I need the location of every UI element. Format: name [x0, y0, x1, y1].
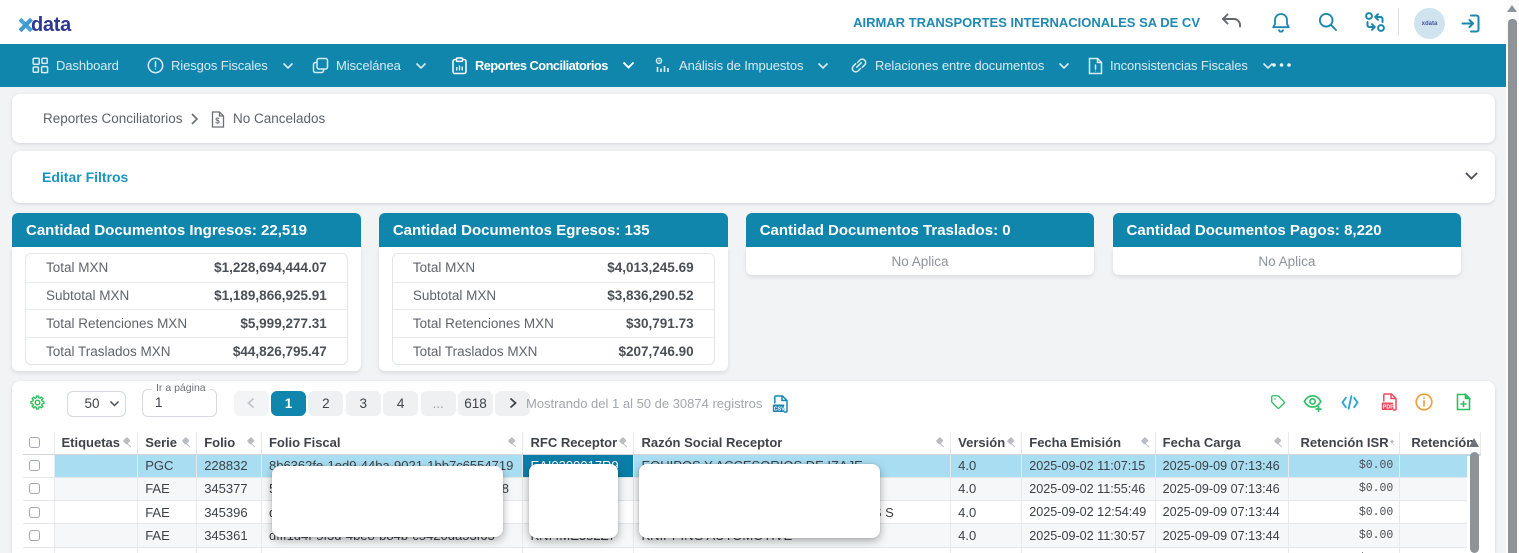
svg-text:PDF: PDF	[1383, 404, 1394, 410]
svg-text:CSV: CSV	[774, 406, 785, 412]
svg-text:$: $	[215, 117, 220, 126]
svg-text:data: data	[31, 14, 72, 33]
